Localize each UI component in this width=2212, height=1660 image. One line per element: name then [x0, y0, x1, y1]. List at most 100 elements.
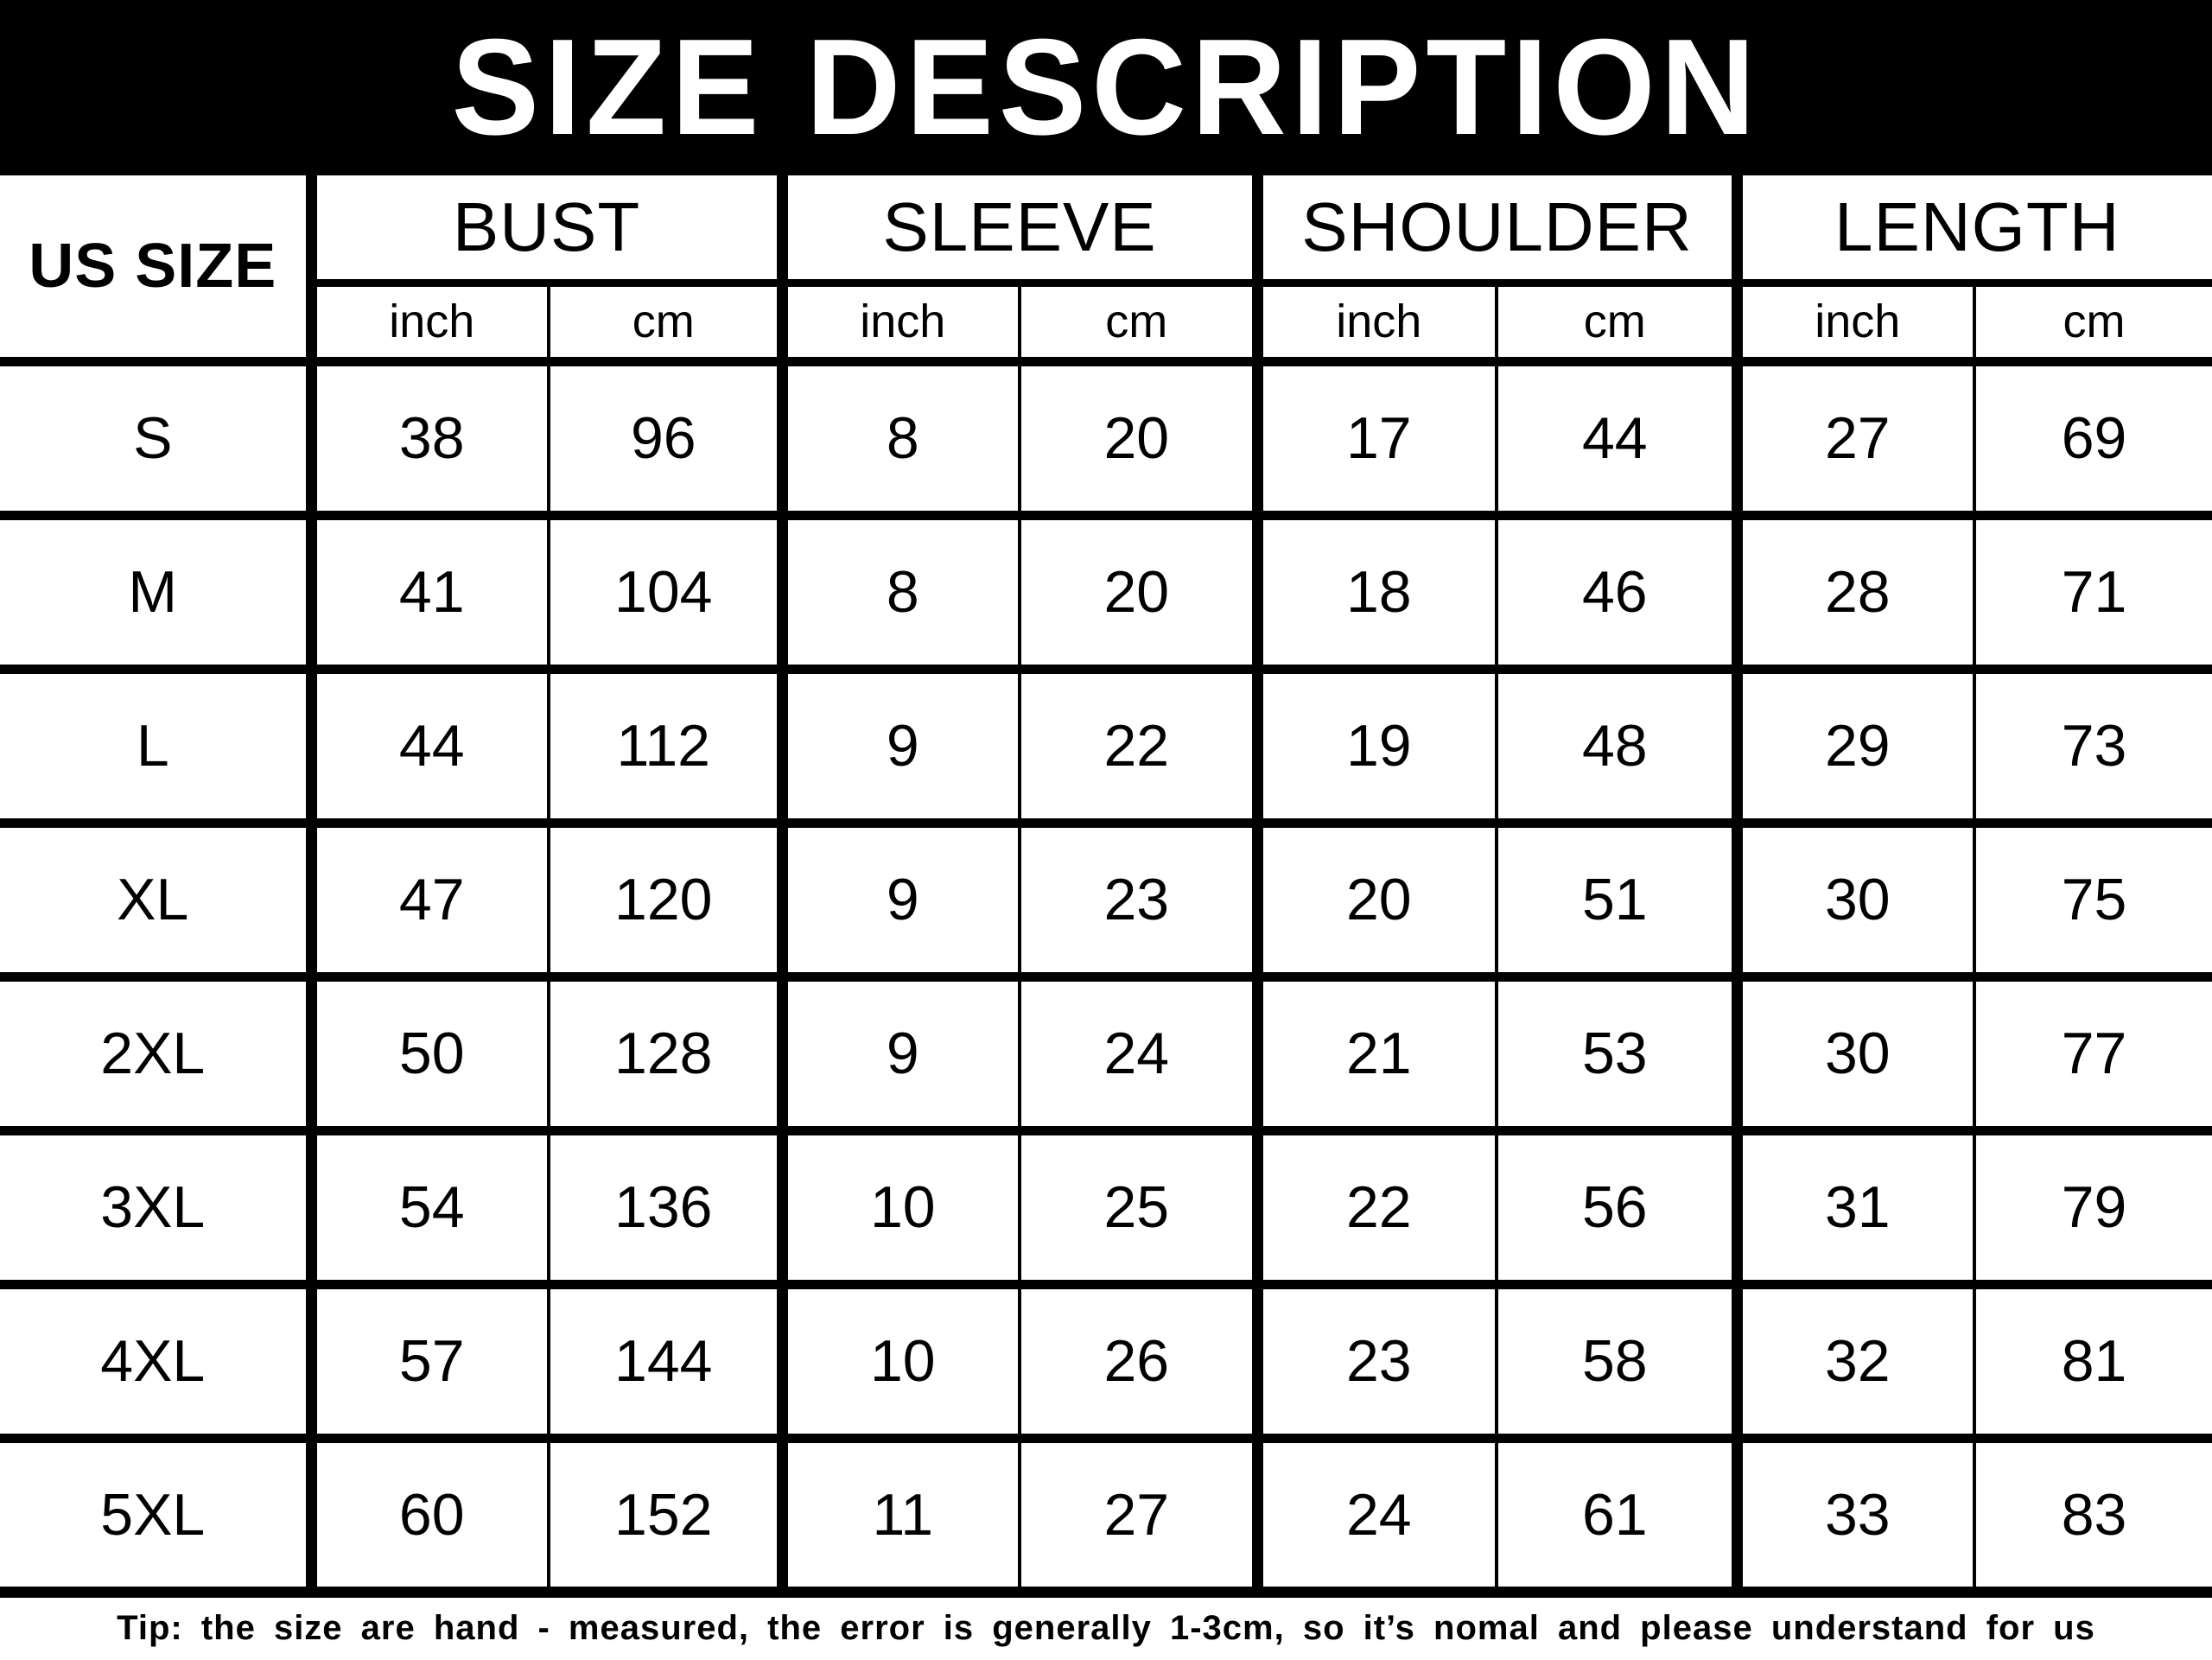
cell-length-cm: 69 — [1973, 356, 2212, 515]
cell-sleeve-inch: 9 — [776, 971, 1020, 1130]
cell-sleeve-inch: 9 — [776, 817, 1020, 976]
table-row-5xl: 5XL 60 152 11 27 24 61 33 83 — [0, 1433, 2212, 1598]
cell-bust-inch: 57 — [305, 1279, 549, 1438]
size-label: L — [0, 664, 311, 823]
cell-length-cm: 81 — [1973, 1279, 2212, 1438]
cell-length-inch: 28 — [1731, 510, 1975, 669]
unit-header-bust-cm: cm — [546, 283, 783, 361]
unit-header-length-cm: cm — [1973, 283, 2212, 361]
cell-bust-cm: 96 — [546, 356, 783, 515]
cell-sleeve-cm: 23 — [1018, 817, 1258, 976]
unit-header-row: inch cm inch cm inch cm inch cm — [0, 283, 2212, 361]
cell-length-cm: 75 — [1973, 817, 2212, 976]
title-bar: SIZE DESCRIPTION — [0, 0, 2212, 175]
cell-sleeve-cm: 22 — [1018, 664, 1258, 823]
cell-shoulder-cm: 46 — [1495, 510, 1738, 669]
cell-length-cm: 83 — [1973, 1433, 2212, 1598]
cell-shoulder-inch: 23 — [1251, 1279, 1497, 1438]
table-row-s: S 38 96 8 20 17 44 27 69 — [0, 356, 2212, 515]
size-label: 3XL — [0, 1125, 311, 1284]
cell-length-cm: 73 — [1973, 664, 2212, 823]
cell-shoulder-inch: 20 — [1251, 817, 1497, 976]
table-row-m: M 41 104 8 20 18 46 28 71 — [0, 510, 2212, 669]
us-size-header: US SIZE — [29, 231, 277, 301]
cell-shoulder-inch: 22 — [1251, 1125, 1497, 1284]
cell-shoulder-inch: 17 — [1251, 356, 1497, 515]
cell-bust-cm: 128 — [546, 971, 783, 1130]
table-row-l: L 44 112 9 22 19 48 29 73 — [0, 664, 2212, 823]
cell-sleeve-cm: 26 — [1018, 1279, 1258, 1438]
cell-length-inch: 32 — [1731, 1279, 1975, 1438]
unit-header-shoulder-cm: cm — [1495, 283, 1738, 361]
cell-shoulder-cm: 44 — [1495, 356, 1738, 515]
cell-length-inch: 33 — [1731, 1433, 1975, 1598]
group-header-sleeve: SLEEVE — [776, 175, 1258, 287]
size-label: 5XL — [0, 1433, 311, 1598]
group-header-shoulder: SHOULDER — [1251, 175, 1738, 287]
cell-bust-inch: 60 — [305, 1433, 549, 1598]
cell-bust-inch: 47 — [305, 817, 549, 976]
cell-sleeve-cm: 25 — [1018, 1125, 1258, 1284]
cell-sleeve-inch: 11 — [776, 1433, 1020, 1598]
cell-sleeve-cm: 20 — [1018, 510, 1258, 669]
cell-length-inch: 27 — [1731, 356, 1975, 515]
unit-header-sleeve-inch: inch — [776, 283, 1020, 361]
cell-bust-cm: 112 — [546, 664, 783, 823]
cell-bust-inch: 54 — [305, 1125, 549, 1284]
size-table: US SIZE BUST SLEEVE SHOULDER LENGTH inch… — [0, 175, 2212, 1598]
cell-bust-cm: 120 — [546, 817, 783, 976]
cell-length-inch: 31 — [1731, 1125, 1975, 1284]
cell-shoulder-cm: 61 — [1495, 1433, 1738, 1598]
size-label: S — [0, 356, 311, 515]
size-label: XL — [0, 817, 311, 976]
cell-shoulder-inch: 19 — [1251, 664, 1497, 823]
group-header-row: US SIZE BUST SLEEVE SHOULDER LENGTH — [0, 175, 2212, 301]
cell-sleeve-cm: 24 — [1018, 971, 1258, 1130]
cell-sleeve-cm: 27 — [1018, 1433, 1258, 1598]
size-label: 4XL — [0, 1279, 311, 1438]
page-title: SIZE DESCRIPTION — [451, 10, 1761, 164]
footer-tip-text: Tip: the size are hand - measured, the e… — [117, 1609, 2095, 1648]
cell-shoulder-cm: 53 — [1495, 971, 1738, 1130]
cell-sleeve-cm: 20 — [1018, 356, 1258, 515]
cell-bust-cm: 136 — [546, 1125, 783, 1284]
unit-header-bust-inch: inch — [305, 283, 549, 361]
unit-header-sleeve-cm: cm — [1018, 283, 1258, 361]
unit-header-length-inch: inch — [1731, 283, 1975, 361]
size-label: M — [0, 510, 311, 669]
table-row-3xl: 3XL 54 136 10 25 22 56 31 79 — [0, 1125, 2212, 1284]
cell-sleeve-inch: 10 — [776, 1125, 1020, 1284]
unit-header-shoulder-inch: inch — [1251, 283, 1497, 361]
table-row-xl: XL 47 120 9 23 20 51 30 75 — [0, 817, 2212, 976]
cell-bust-cm: 104 — [546, 510, 783, 669]
group-header-length: LENGTH — [1731, 175, 2212, 287]
cell-shoulder-inch: 24 — [1251, 1433, 1497, 1598]
cell-length-cm: 79 — [1973, 1125, 2212, 1284]
table-row-2xl: 2XL 50 128 9 24 21 53 30 77 — [0, 971, 2212, 1130]
cell-length-inch: 30 — [1731, 817, 1975, 976]
cell-length-cm: 71 — [1973, 510, 2212, 669]
group-header-bust: BUST — [305, 175, 783, 287]
cell-bust-inch: 44 — [305, 664, 549, 823]
cell-bust-inch: 38 — [305, 356, 549, 515]
size-label: 2XL — [0, 971, 311, 1130]
table-row-4xl: 4XL 57 144 10 26 23 58 32 81 — [0, 1279, 2212, 1438]
cell-length-cm: 77 — [1973, 971, 2212, 1130]
cell-bust-inch: 41 — [305, 510, 549, 669]
cell-shoulder-cm: 51 — [1495, 817, 1738, 976]
cell-shoulder-cm: 58 — [1495, 1279, 1738, 1438]
cell-shoulder-cm: 48 — [1495, 664, 1738, 823]
cell-sleeve-inch: 8 — [776, 510, 1020, 669]
cell-sleeve-inch: 9 — [776, 664, 1020, 823]
cell-length-inch: 30 — [1731, 971, 1975, 1130]
cell-sleeve-inch: 10 — [776, 1279, 1020, 1438]
cell-shoulder-cm: 56 — [1495, 1125, 1738, 1284]
cell-bust-inch: 50 — [305, 971, 549, 1130]
cell-length-inch: 29 — [1731, 664, 1975, 823]
cell-shoulder-inch: 18 — [1251, 510, 1497, 669]
cell-bust-cm: 144 — [546, 1279, 783, 1438]
cell-bust-cm: 152 — [546, 1433, 783, 1598]
footer: Tip: the size are hand - measured, the e… — [0, 1598, 2212, 1660]
cell-sleeve-inch: 8 — [776, 356, 1020, 515]
